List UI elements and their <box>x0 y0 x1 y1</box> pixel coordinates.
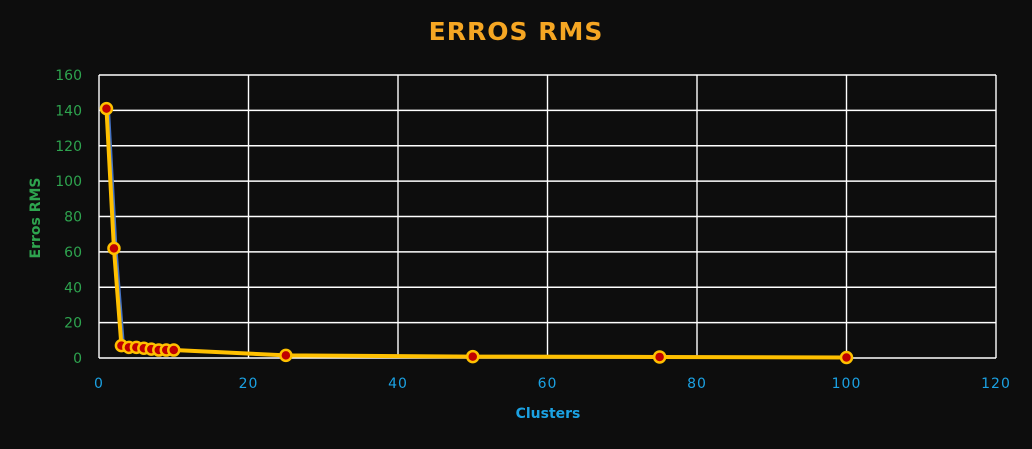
y-axis-label: Erros RMS <box>28 178 44 259</box>
data-point <box>652 350 667 364</box>
y-tick-label: 40 <box>64 280 82 296</box>
data-point <box>107 241 121 256</box>
x-axis-ticks: 0 20 40 60 80 100 120 <box>94 376 1011 392</box>
y-tick-label: 140 <box>55 103 82 119</box>
x-tick-label: 20 <box>239 376 259 392</box>
y-tick-label: 20 <box>64 316 82 332</box>
data-point <box>839 350 854 365</box>
series-layer <box>99 101 854 365</box>
x-tick-label: 0 <box>94 376 104 392</box>
x-axis-label: Clusters <box>516 406 581 422</box>
data-point <box>466 349 480 364</box>
y-axis-ticks: 0 20 40 60 80 100 120 140 160 <box>55 68 82 367</box>
x-tick-label: 100 <box>832 376 862 392</box>
x-tick-label: 120 <box>981 376 1011 392</box>
data-point <box>99 101 114 116</box>
x-tick-label: 60 <box>538 376 558 392</box>
grid-lines <box>98 74 997 359</box>
y-tick-label: 80 <box>64 210 82 226</box>
y-tick-label: 0 <box>73 351 82 367</box>
data-point <box>279 348 293 363</box>
y-tick-label: 100 <box>55 174 82 190</box>
y-tick-label: 60 <box>64 245 82 261</box>
x-tick-label: 40 <box>388 376 408 392</box>
chart-title: ERROS RMS <box>429 17 604 46</box>
y-tick-label: 120 <box>55 139 82 155</box>
y-tick-label: 160 <box>55 68 82 84</box>
x-tick-label: 80 <box>687 376 707 392</box>
data-point <box>167 343 181 357</box>
